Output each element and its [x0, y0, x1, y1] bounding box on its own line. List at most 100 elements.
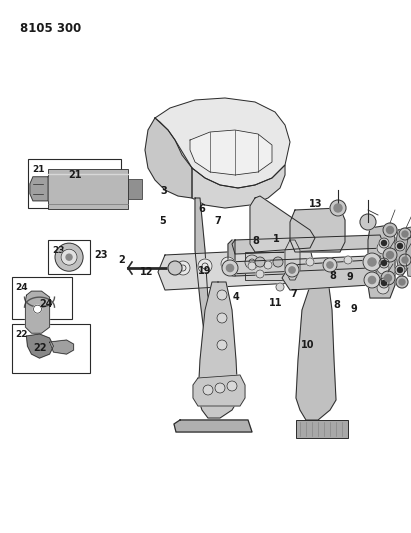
Text: 8: 8	[330, 271, 336, 281]
Text: 21: 21	[68, 170, 81, 180]
Text: 8105 300: 8105 300	[20, 22, 81, 35]
Text: 4: 4	[233, 293, 240, 302]
Circle shape	[368, 258, 376, 266]
Polygon shape	[198, 282, 238, 418]
Circle shape	[395, 241, 405, 251]
Bar	[48, 169, 128, 209]
Circle shape	[289, 267, 295, 273]
Circle shape	[360, 214, 376, 230]
Polygon shape	[49, 340, 74, 354]
Polygon shape	[285, 240, 300, 280]
Circle shape	[306, 258, 314, 266]
Circle shape	[323, 258, 337, 272]
Circle shape	[395, 265, 405, 275]
Circle shape	[198, 259, 212, 273]
Circle shape	[285, 263, 299, 277]
Polygon shape	[158, 248, 315, 290]
Circle shape	[215, 383, 225, 393]
Circle shape	[379, 258, 389, 268]
Polygon shape	[174, 420, 252, 432]
Text: 9: 9	[347, 272, 353, 282]
Polygon shape	[145, 118, 192, 198]
Circle shape	[217, 290, 227, 300]
Circle shape	[276, 283, 284, 291]
Circle shape	[61, 249, 77, 265]
Circle shape	[386, 252, 393, 259]
Text: 24: 24	[16, 283, 28, 292]
Circle shape	[383, 223, 397, 237]
Circle shape	[327, 262, 333, 268]
Circle shape	[34, 305, 42, 313]
Polygon shape	[396, 226, 411, 270]
Circle shape	[399, 254, 411, 266]
Bar	[128, 179, 142, 199]
Polygon shape	[225, 256, 370, 274]
Text: 19: 19	[198, 266, 211, 276]
Text: 3: 3	[160, 186, 167, 196]
Circle shape	[217, 313, 227, 323]
Bar	[12, 277, 72, 319]
Circle shape	[255, 257, 265, 267]
Polygon shape	[26, 334, 53, 358]
Circle shape	[381, 240, 386, 246]
Circle shape	[217, 340, 227, 350]
Polygon shape	[25, 291, 49, 333]
Polygon shape	[193, 375, 245, 406]
Circle shape	[385, 274, 392, 281]
Text: 5: 5	[159, 216, 166, 226]
Circle shape	[256, 270, 264, 278]
Text: 13: 13	[309, 199, 322, 208]
Bar	[12, 324, 90, 373]
Circle shape	[368, 277, 376, 284]
Circle shape	[402, 231, 408, 237]
Circle shape	[379, 238, 389, 248]
Polygon shape	[406, 234, 411, 278]
Circle shape	[168, 261, 182, 275]
Circle shape	[222, 260, 238, 276]
Polygon shape	[195, 198, 210, 340]
Circle shape	[227, 381, 237, 391]
Circle shape	[330, 200, 346, 216]
Circle shape	[399, 228, 411, 240]
Polygon shape	[290, 208, 345, 252]
Circle shape	[399, 279, 405, 285]
Text: 23: 23	[94, 250, 107, 260]
Circle shape	[248, 262, 256, 270]
Text: 24: 24	[39, 299, 53, 309]
Bar	[245, 252, 290, 280]
Text: 9: 9	[351, 304, 358, 314]
Circle shape	[377, 282, 389, 294]
Text: 10: 10	[301, 341, 314, 350]
Polygon shape	[232, 235, 385, 254]
Polygon shape	[232, 256, 385, 276]
Circle shape	[334, 204, 342, 212]
Polygon shape	[192, 165, 285, 208]
Circle shape	[381, 271, 395, 285]
Text: 22: 22	[16, 330, 28, 339]
Text: 8: 8	[334, 300, 340, 310]
Text: 1: 1	[273, 234, 279, 244]
Polygon shape	[190, 130, 272, 175]
Circle shape	[203, 385, 213, 395]
Text: 23: 23	[53, 246, 65, 255]
Polygon shape	[282, 260, 378, 290]
Circle shape	[397, 244, 402, 248]
Circle shape	[381, 261, 386, 265]
Polygon shape	[296, 280, 336, 420]
Circle shape	[381, 280, 386, 286]
Circle shape	[396, 276, 408, 288]
Circle shape	[66, 254, 72, 260]
Polygon shape	[155, 98, 290, 188]
Bar	[28, 159, 121, 208]
Circle shape	[245, 255, 259, 269]
Text: 11: 11	[269, 298, 282, 308]
Polygon shape	[368, 225, 395, 298]
Circle shape	[344, 256, 352, 264]
Text: 7: 7	[291, 289, 297, 299]
Text: 8: 8	[252, 236, 259, 246]
Polygon shape	[228, 240, 235, 276]
Text: 7: 7	[215, 216, 221, 226]
Circle shape	[386, 227, 393, 233]
Bar	[48, 240, 90, 274]
Text: 12: 12	[141, 267, 154, 277]
